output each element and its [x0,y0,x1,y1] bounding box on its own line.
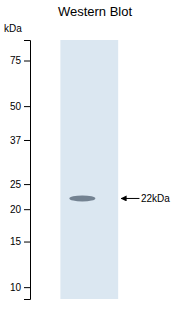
tick-mark [24,209,30,210]
arrow [121,198,139,199]
tick: 25 [10,179,30,190]
tick-label: 75 [10,55,22,66]
band [69,195,95,201]
tick-mark [24,242,30,243]
tick: 75 [10,55,30,66]
data-label: 22kDa [141,193,170,204]
tick-mark [24,140,30,141]
gel-lane [60,40,118,299]
tick-label: 37 [10,135,22,146]
tick-label: 10 [10,282,22,293]
tick-mark [24,106,30,107]
tick: 37 [10,135,30,146]
axis-unit: kDa [4,23,22,34]
tick-mark [24,184,30,185]
tick-label: 50 [10,101,22,112]
plot: 75 50 37 25 20 15 10 22kDa [10,40,170,300]
tick-mark [24,287,30,288]
annotations: 22kDa [121,193,170,204]
marks [60,40,118,299]
axis-line [24,41,31,300]
chart: 75 50 37 25 20 15 10 22kDa kDa Western Blot [0,0,190,309]
tick: 20 [10,204,30,215]
tick-mark [24,61,30,62]
tick: 10 [10,282,30,293]
tick-label: 15 [10,236,22,247]
tick: 50 [10,101,30,112]
tick-label: 20 [10,204,22,215]
y-axis: 75 50 37 25 20 15 10 [10,41,31,300]
tick-label: 25 [10,179,22,190]
title: Western Blot [58,4,133,19]
tick: 15 [10,236,30,247]
